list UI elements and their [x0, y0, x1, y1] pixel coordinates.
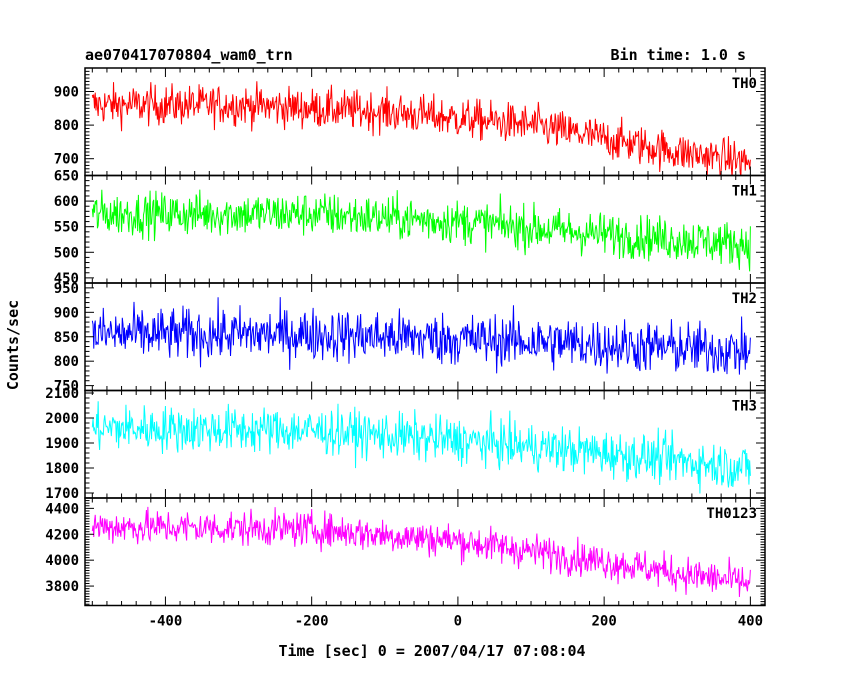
series-line-th1 — [91, 189, 751, 272]
panel-th1: 450 500 550 600 TH1 — [54, 174, 766, 287]
y-tick-label: 800 — [54, 118, 79, 134]
x-tick-label: -200 — [295, 614, 329, 630]
x-tick-label: -400 — [149, 614, 183, 630]
x-tick-label: 0 — [454, 614, 462, 630]
series-line-th3 — [91, 401, 751, 494]
y-tick-label: 750 — [54, 379, 79, 395]
y-tick-label: 700 — [54, 152, 79, 168]
panel-th2: 750 800 850 900 950 TH2 — [54, 281, 766, 395]
bin-time-label: Bin time: 1.0 s — [611, 46, 746, 64]
y-tick-label: 500 — [54, 245, 79, 261]
x-tick-label: 200 — [591, 614, 616, 630]
panel-th3: 1700 1800 1900 2000 2100 TH3 — [45, 386, 766, 502]
panel-frame — [84, 67, 766, 177]
y-axis-label: Counts/sec — [4, 300, 22, 390]
panel-label-th0: TH0 — [732, 76, 757, 92]
y-tick-label: 800 — [54, 354, 79, 370]
y-tick-label: 600 — [54, 194, 79, 210]
y-tick-label: 1900 — [45, 436, 79, 452]
y-tick-label: 2000 — [45, 411, 79, 427]
y-tick-label: 2100 — [45, 386, 79, 402]
chart-title: ae070417070804_wam0_trn — [85, 46, 293, 64]
y-tick-label: 900 — [54, 85, 79, 101]
x-axis-label: Time [sec] 0 = 2007/04/17 07:08:04 — [278, 642, 585, 660]
y-tick-label: 1700 — [45, 486, 79, 502]
panel-label-th1: TH1 — [732, 184, 757, 200]
panel-label-th0123: TH0123 — [706, 506, 757, 522]
y-tick-label: 4000 — [45, 553, 79, 569]
panel-frame — [84, 497, 766, 607]
y-tick-label: 550 — [54, 220, 79, 236]
y-tick-label: 3800 — [45, 579, 79, 595]
series-line-th0 — [91, 81, 751, 176]
y-tick-label: 900 — [54, 305, 79, 321]
y-tick-label: 850 — [54, 330, 79, 346]
panel-label-th2: TH2 — [732, 291, 757, 307]
x-axis-ticks: -400 -200 0 200 400 — [149, 614, 763, 630]
y-tick-label: 650 — [54, 169, 79, 185]
x-tick-label: 400 — [738, 614, 763, 630]
y-tick-label: 450 — [54, 271, 79, 287]
series-line-th0123 — [91, 506, 751, 597]
y-tick-label: 4200 — [45, 527, 79, 543]
series-line-th2 — [91, 297, 751, 375]
y-tick-label: 1800 — [45, 461, 79, 477]
y-tick-label: 4400 — [45, 501, 79, 517]
panel-label-th3: TH3 — [732, 399, 757, 415]
y-tick-label: 950 — [54, 281, 79, 297]
panel-th0123: 3800 4000 4200 4400 TH0123 — [45, 497, 766, 607]
